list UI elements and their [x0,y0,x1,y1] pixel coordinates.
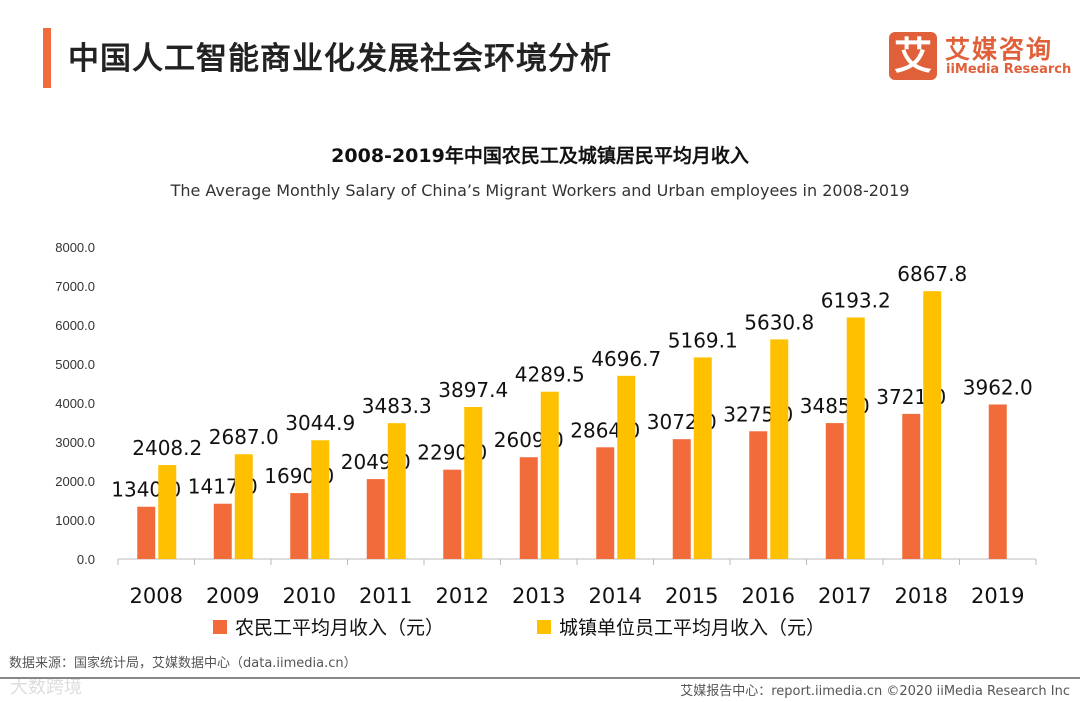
bar-migrant [137,506,156,559]
data-label: 3044.9 [285,411,355,435]
x-tick-label: 2018 [895,584,948,608]
chart-title: 2008-2019年中国农民工及城镇居民平均月收入 [331,145,749,167]
x-tick-label: 2012 [436,584,489,608]
x-tick-label: 2019 [971,584,1024,608]
bar-urban [311,440,330,559]
y-tick-label: 3000.0 [55,435,95,450]
data-label: 2687.0 [209,425,279,449]
bar-migrant [902,413,921,559]
bar-urban [464,407,483,559]
data-label: 4289.5 [515,363,585,387]
bar-urban [923,291,942,559]
bar-migrant [443,469,462,559]
bar-urban [693,357,712,559]
bar-migrant [749,431,768,559]
y-tick-label: 2000.0 [55,474,95,489]
logo-name-en: iiMedia Research [946,62,1072,77]
data-label: 2408.2 [132,436,202,460]
data-label: 5169.1 [668,328,738,352]
bar-urban [770,339,789,559]
logo-mark: 艾 [889,32,937,80]
bar-urban [387,423,406,559]
x-tick-label: 2010 [283,584,336,608]
page-title: 中国人工智能商业化发展社会环境分析 [68,41,612,77]
y-tick-label: 4000.0 [55,396,95,411]
footer-divider [0,677,1080,679]
data-label: 5630.8 [744,310,814,334]
footer-copyright: 艾媒报告中心：report.iimedia.cn ©2020 iiMedia R… [680,684,1070,699]
data-label: 6193.2 [821,288,891,312]
data-label: 3897.4 [438,378,508,402]
y-tick-label: 7000.0 [55,279,95,294]
x-tick-label: 2009 [206,584,259,608]
data-label: 3962.0 [963,375,1033,399]
y-tick-label: 1000.0 [55,513,95,528]
bar-migrant [988,404,1007,559]
y-tick-label: 0.0 [77,552,95,567]
data-label: 6867.8 [897,262,967,286]
x-tick-label: 2011 [359,584,412,608]
logo-name-cn: 艾媒咨询 [945,35,1054,64]
y-tick-label: 6000.0 [55,318,95,333]
y-tick-label: 5000.0 [55,357,95,372]
x-tick-label: 2008 [130,584,183,608]
bar-migrant [825,423,844,559]
bar-migrant [672,439,691,559]
x-tick-label: 2016 [742,584,795,608]
bar-urban [846,317,865,559]
bar-urban [234,454,253,559]
bar-migrant [290,493,309,559]
legend-label: 城镇单位员工平均月收入（元） [559,617,825,639]
x-tick-label: 2017 [818,584,871,608]
bar-migrant [519,457,538,559]
bar-migrant [596,447,615,559]
x-tick-label: 2014 [589,584,642,608]
bar-migrant [366,479,385,559]
legend-swatch [213,620,227,634]
x-tick-label: 2015 [665,584,718,608]
title-accent-bar [43,28,51,88]
data-label: 3483.3 [362,394,432,418]
bar-urban [158,465,177,559]
bar-urban [617,375,636,559]
bar-migrant [213,503,232,559]
y-tick-label: 8000.0 [55,240,95,255]
data-source: 数据来源：国家统计局，艾媒数据中心（data.iimedia.cn） [9,656,357,671]
bar-urban [540,391,559,559]
watermark: 大数跨境 [10,677,82,698]
data-label: 4696.7 [591,347,661,371]
legend-swatch [537,620,551,634]
chart-subtitle: The Average Monthly Salary of China’s Mi… [170,181,910,200]
x-tick-label: 2013 [512,584,565,608]
legend-label: 农民工平均月收入（元） [235,617,444,639]
